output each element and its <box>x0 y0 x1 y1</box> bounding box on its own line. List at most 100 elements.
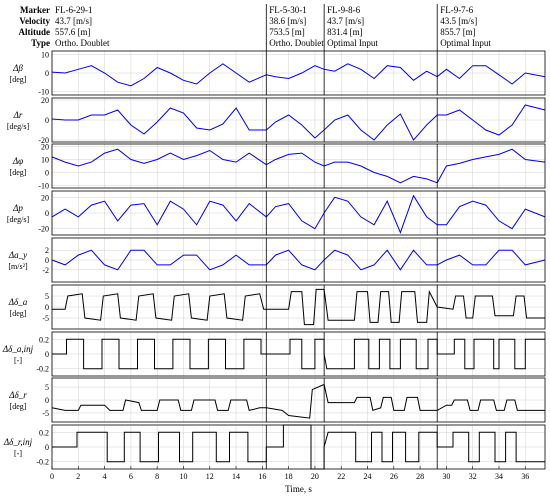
panel-unit: [-] <box>14 356 22 365</box>
segment-1-altitude: 557.6 [m] <box>55 27 91 37</box>
y-tick-label: 0 <box>45 350 49 359</box>
x-tick-label: 26 <box>390 472 398 481</box>
header-label-velocity: Velocity <box>19 16 50 26</box>
segment-2-marker: FL-5-30-1 <box>269 5 307 15</box>
series-line <box>51 104 546 141</box>
panel-9: -0.2 0 0.2 Δδ_r,inj [-] <box>3 424 546 470</box>
y-tick-label: -0.2 <box>36 458 49 467</box>
panel-4: -20 0 20 Δp [deg/s] <box>7 190 546 236</box>
panel-frame <box>51 424 546 470</box>
panel-frame <box>51 284 546 330</box>
panel-5: -202 Δa_y [m/s²] <box>8 237 546 283</box>
panel-label: Δδ_r <box>8 390 27 400</box>
panel-label: Δr <box>13 110 23 120</box>
y-tick-label: -5 <box>42 314 49 323</box>
panel-frame <box>51 97 546 143</box>
y-tick-label: -5 <box>42 409 49 418</box>
panel-label: Δp <box>12 203 23 213</box>
y-tick-label: 0 <box>45 116 49 125</box>
panel-frame <box>51 237 546 283</box>
x-tick-label: 2 <box>76 472 80 481</box>
x-tick-label: 20 <box>311 472 319 481</box>
panel-unit: [m/s²] <box>8 262 28 271</box>
header-label-type: Type <box>31 38 50 48</box>
segment-1-velocity: 43.7 [m/s] <box>55 16 92 26</box>
y-tick-label: 10 <box>41 156 49 165</box>
y-tick-label: 0 <box>45 209 49 218</box>
panel-7: -0.2 0 0.2 Δδ_a,inj [-] <box>2 331 546 377</box>
segment-3-type: Optimal Input <box>327 38 378 48</box>
panel-unit: [deg] <box>10 309 27 318</box>
x-tick-label: 12 <box>206 472 214 481</box>
series-line <box>51 249 546 271</box>
x-tick-label: 10 <box>179 472 187 481</box>
y-tick-label: -10 <box>38 181 49 190</box>
x-tick-label: 4 <box>103 472 107 481</box>
panel-8: -5 0 5 Δδ_r [deg] <box>8 377 546 423</box>
panel-frame <box>51 50 546 96</box>
segment-2-type: Ortho. Doublet <box>269 38 324 48</box>
y-tick-label: 5 <box>45 292 49 301</box>
segment-header: MarkerVelocityAltitudeTypeFL-6-29-143.7 … <box>19 4 491 51</box>
y-tick-label: 0 <box>45 396 49 405</box>
panel-label: Δδ_r,inj <box>3 437 33 447</box>
x-tick-label: 28 <box>416 472 424 481</box>
segment-2-altitude: 753.5 [m] <box>269 27 305 37</box>
panel-1: -10 0 10 Δβ [deg] <box>10 50 546 96</box>
x-tick-label: 34 <box>495 472 503 481</box>
panel-frame <box>51 331 546 377</box>
x-tick-label: 18 <box>285 472 293 481</box>
panel-unit: [deg] <box>10 75 27 84</box>
y-tick-label: 0.2 <box>39 428 49 437</box>
panel-3: -10 0 10 20 Δφ [deg] <box>10 143 546 190</box>
panel-unit: [deg] <box>10 168 27 177</box>
segment-3-altitude: 831.4 [m] <box>327 27 363 37</box>
x-tick-label: 24 <box>364 472 372 481</box>
y-tick-label: 5 <box>45 383 49 392</box>
panel-6: -5 0 5 Δδ_a [deg] <box>8 284 546 330</box>
panel-unit: [deg] <box>10 402 27 411</box>
y-tick-label: -20 <box>38 136 49 145</box>
x-tick-label: 32 <box>469 472 477 481</box>
series-line <box>51 194 546 234</box>
segment-3-marker: FL-9-8-6 <box>327 5 360 15</box>
x-tick-label: 36 <box>521 472 529 481</box>
y-tick-label: -0.2 <box>36 365 49 374</box>
x-tick-label: 6 <box>129 472 133 481</box>
y-tick-label: 0 <box>45 69 49 78</box>
panel-label: Δδ_a,inj <box>2 344 34 354</box>
segment-1-type: Ortho. Doublet <box>55 38 110 48</box>
panel-label: Δφ <box>12 156 23 166</box>
y-tick-label: -10 <box>38 87 49 96</box>
panel-frame <box>51 377 546 423</box>
y-tick-label: -20 <box>38 225 49 234</box>
x-tick-label: 16 <box>258 472 266 481</box>
y-tick-label: 0 <box>45 256 49 265</box>
header-label-marker: Marker <box>20 5 50 15</box>
panel-unit: [deg/s] <box>7 122 30 131</box>
y-tick-label: 0 <box>45 168 49 177</box>
x-tick-label: 14 <box>232 472 240 481</box>
panel-unit: [deg/s] <box>7 215 30 224</box>
x-tick-label: 30 <box>442 472 450 481</box>
series-line <box>51 63 546 87</box>
y-tick-label: 20 <box>41 193 49 202</box>
y-tick-label: -2 <box>42 266 49 275</box>
x-tick-label: 0 <box>50 472 54 481</box>
y-tick-label: 20 <box>41 96 49 105</box>
panel-label: Δβ <box>12 63 23 73</box>
panel-frame <box>51 190 546 236</box>
segment-4-marker: FL-9-7-6 <box>440 5 473 15</box>
y-tick-label: 0 <box>45 443 49 452</box>
segment-2-velocity: 38.6 [m/s] <box>269 16 306 26</box>
x-axis-title: Time, s <box>285 484 312 494</box>
time-history-panels: -10010Δβ[deg]-20020Δr[deg/s]-1001020Δφ[d… <box>2 50 546 470</box>
y-tick-label: 10 <box>41 51 49 60</box>
series-line <box>51 383 545 419</box>
segment-3-velocity: 43.7 [m/s] <box>327 16 364 26</box>
segment-4-type: Optimal Input <box>440 38 491 48</box>
header-label-altitude: Altitude <box>19 27 51 37</box>
panel-label: Δδ_a <box>8 297 28 307</box>
